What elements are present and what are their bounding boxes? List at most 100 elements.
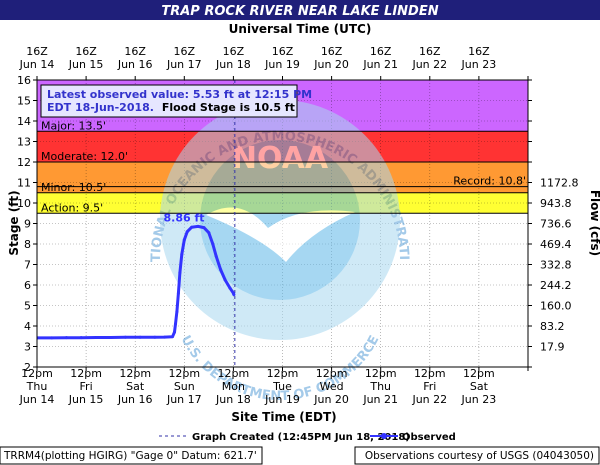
x-axis-title: Site Time (EDT) bbox=[231, 410, 336, 424]
flood-category-labels: Major: 13.5' Moderate: 12.0' Minor: 10.5' A… bbox=[37, 119, 528, 214]
observed-point-5 bbox=[109, 335, 113, 339]
x-tick-day-4: Mon bbox=[222, 380, 245, 393]
x-tick-time-0: 12pm bbox=[21, 367, 53, 380]
chart-title: TRAP ROCK RIVER NEAR LAKE LINDEN bbox=[161, 4, 438, 19]
observed-point-26 bbox=[223, 278, 227, 282]
observed-point-4 bbox=[94, 335, 98, 339]
y-tick-label-7: 7 bbox=[24, 259, 31, 272]
top-tick-date-0: Jun 14 bbox=[19, 58, 55, 71]
observed-series bbox=[37, 224, 236, 340]
top-tick-date-2: Jun 16 bbox=[117, 58, 153, 71]
y-tick-label-11: 11 bbox=[17, 177, 31, 190]
record-label: Record: 10.8' bbox=[453, 175, 526, 188]
x-tick-date-4: Jun 18 bbox=[215, 393, 251, 406]
x-tick-date-2: Jun 16 bbox=[117, 393, 153, 406]
x-tick-time-8: 12pm bbox=[414, 367, 446, 380]
observed-point-6 bbox=[123, 335, 127, 339]
x-tick-date-7: Jun 21 bbox=[362, 393, 398, 406]
top-axis-title: Universal Time (UTC) bbox=[229, 22, 372, 36]
flow-tick-label-5: 244.2 bbox=[540, 279, 572, 292]
top-tick-date-3: Jun 17 bbox=[166, 58, 202, 71]
observed-point-10 bbox=[171, 335, 175, 339]
watermark-logo-text: NOAA bbox=[232, 141, 329, 176]
legend-observed-label: Observed bbox=[402, 432, 456, 443]
x-tick-time-3: 12pm bbox=[168, 367, 200, 380]
top-tick-date-9: Jun 23 bbox=[461, 58, 497, 71]
observed-point-17 bbox=[182, 238, 186, 242]
x-tick-date-5: Jun 19 bbox=[264, 393, 300, 406]
legend-created-label: Graph Created (12:45PM Jun 18, 2018) bbox=[192, 432, 410, 443]
footer-right-box bbox=[354, 446, 600, 465]
y-tick-label-14: 14 bbox=[17, 115, 31, 128]
y-tick-label-16: 16 bbox=[17, 74, 31, 87]
legend-observed-marker bbox=[381, 433, 387, 439]
observed-point-21 bbox=[202, 226, 206, 230]
y-tick-label-6: 6 bbox=[24, 279, 31, 292]
top-tick-time-2: 16Z bbox=[124, 45, 146, 58]
footer-left-box bbox=[0, 446, 263, 465]
top-tick-time-0: 16Z bbox=[26, 45, 48, 58]
x-tick-date-1: Jun 15 bbox=[68, 393, 104, 406]
y-tick-label-8: 8 bbox=[24, 238, 31, 251]
axes: 2 3 4 5 6 7 8 9 10 11 12 13 14 15 16 1172.8 943.8 736.6 46… bbox=[17, 45, 579, 406]
observed-point-12 bbox=[173, 322, 177, 326]
observed-point-16 bbox=[180, 252, 184, 256]
flow-tick-label-1: 943.8 bbox=[540, 197, 572, 210]
x-tick-date-9: Jun 23 bbox=[461, 393, 497, 406]
observed-point-8 bbox=[153, 335, 157, 339]
x-tick-day-8: Fri bbox=[423, 380, 436, 393]
flood-stage-text: Flood Stage is 10.5 ft bbox=[162, 101, 295, 114]
observed-line bbox=[37, 224, 236, 340]
top-tick-time-1: 16Z bbox=[75, 45, 97, 58]
x-tick-day-2: Sat bbox=[126, 380, 145, 393]
observed-point-27 bbox=[228, 286, 232, 290]
x-tick-time-2: 12pm bbox=[119, 367, 151, 380]
peak-label: 8.86 ft bbox=[164, 211, 205, 224]
latest-value-panel bbox=[40, 84, 298, 118]
y-tick-label-9: 9 bbox=[24, 218, 31, 231]
flood-band-label-3: Action: 9.5' bbox=[41, 201, 103, 214]
top-tick-date-1: Jun 15 bbox=[68, 58, 104, 71]
top-tick-date-6: Jun 20 bbox=[313, 58, 349, 71]
x-tick-time-9: 12pm bbox=[463, 367, 495, 380]
y-axis-title: Stage (ft) bbox=[7, 190, 21, 255]
y-tick-label-15: 15 bbox=[17, 95, 31, 108]
x-tick-time-6: 12pm bbox=[316, 367, 348, 380]
observed-point-25 bbox=[219, 268, 223, 272]
x-tick-day-7: Thu bbox=[369, 380, 391, 393]
x-tick-day-1: Fri bbox=[80, 380, 93, 393]
x-tick-time-5: 12pm bbox=[267, 367, 299, 380]
latest-value-box: Latest observed value: 5.53 ft at 12:15 … bbox=[40, 84, 312, 118]
x-tick-day-6: Wed bbox=[320, 380, 344, 393]
watermark-inner-disc bbox=[200, 140, 360, 300]
top-tick-time-4: 16Z bbox=[223, 45, 245, 58]
observed-point-24 bbox=[214, 254, 218, 258]
x-tick-time-7: 12pm bbox=[365, 367, 397, 380]
latest-value-line1: Latest observed value: 5.53 ft at 12:15 … bbox=[47, 88, 312, 101]
observed-point-22 bbox=[207, 231, 211, 235]
top-tick-date-7: Jun 21 bbox=[362, 58, 398, 71]
observed-point-7 bbox=[138, 335, 142, 339]
x-tick-time-1: 12pm bbox=[70, 367, 102, 380]
x-tick-date-8: Jun 22 bbox=[411, 393, 447, 406]
title-bar bbox=[0, 0, 600, 20]
flood-band-label-0: Major: 13.5' bbox=[41, 119, 106, 132]
y-tick-label-4: 4 bbox=[24, 320, 31, 333]
flow-tick-label-6: 160.0 bbox=[540, 300, 572, 313]
observed-point-2 bbox=[64, 336, 68, 340]
x-tick-day-9: Sat bbox=[470, 380, 489, 393]
y-tick-label-12: 12 bbox=[17, 156, 31, 169]
top-tick-date-8: Jun 22 bbox=[411, 58, 447, 71]
watermark-gull-icon bbox=[206, 207, 355, 262]
observed-point-14 bbox=[176, 291, 180, 295]
flow-tick-label-7: 83.2 bbox=[540, 320, 565, 333]
x-tick-day-3: Sun bbox=[174, 380, 195, 393]
flow-tick-label-3: 469.4 bbox=[540, 238, 572, 251]
y-tick-label-5: 5 bbox=[24, 300, 31, 313]
observed-point-19 bbox=[190, 225, 194, 229]
legend: Graph Created (12:45PM Jun 18, 2018) Obs… bbox=[159, 432, 456, 443]
observed-point-18 bbox=[185, 230, 189, 234]
x-tick-time-4: 12pm bbox=[218, 367, 250, 380]
latest-value-date: EDT 18-Jun-2018. bbox=[47, 101, 154, 114]
